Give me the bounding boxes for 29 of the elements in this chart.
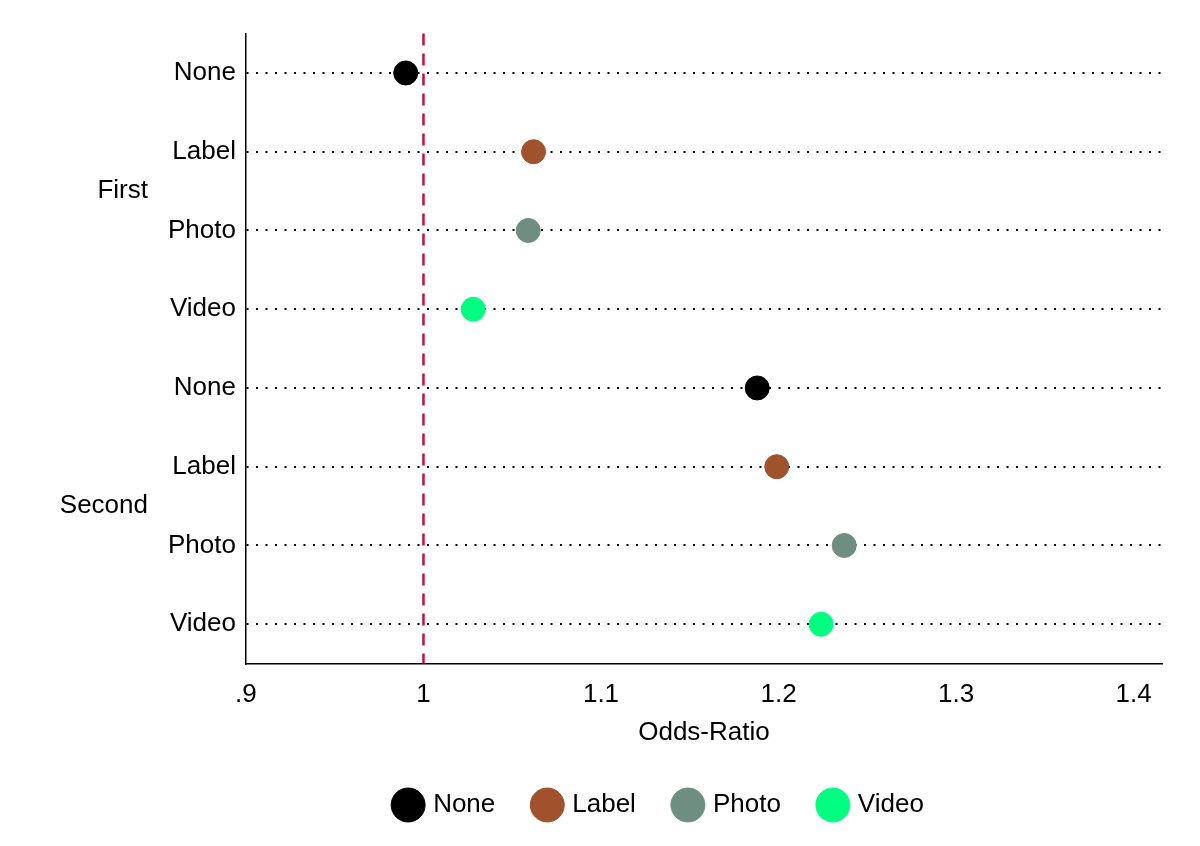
point: [831, 532, 857, 558]
point: [515, 217, 541, 243]
x-tick-label: 1.1: [582, 678, 620, 709]
point: [521, 139, 547, 165]
y-tick-label: Label: [172, 134, 236, 165]
y-tick-label: None: [173, 371, 236, 402]
x-axis-title: Odds-Ratio: [638, 715, 770, 746]
y-tick-label: Photo: [167, 213, 236, 244]
text: First: [97, 174, 149, 205]
x-tick-label: 1.4: [1115, 678, 1152, 709]
x-tick-label: 1.3: [937, 678, 975, 709]
point: [460, 296, 486, 322]
point: [764, 454, 790, 480]
point: [808, 611, 834, 637]
legend-label: Photo: [712, 788, 781, 819]
y-tick-label: Label: [172, 449, 236, 480]
point: [393, 60, 419, 86]
legend-label: None: [433, 788, 496, 819]
y-tick-label: Video: [169, 607, 236, 638]
point: [744, 375, 770, 401]
text: Second: [59, 489, 148, 520]
x-tick-label: 1: [416, 678, 431, 709]
x-tick-label: 1.2: [760, 678, 797, 709]
y-tick-label: None: [173, 56, 236, 87]
legend-label: Label: [572, 788, 636, 819]
y-tick-label: Photo: [167, 528, 236, 559]
x-tick-label: .9: [235, 678, 257, 709]
y-tick-label: Video: [169, 292, 236, 323]
legend-label: Video: [857, 788, 924, 819]
